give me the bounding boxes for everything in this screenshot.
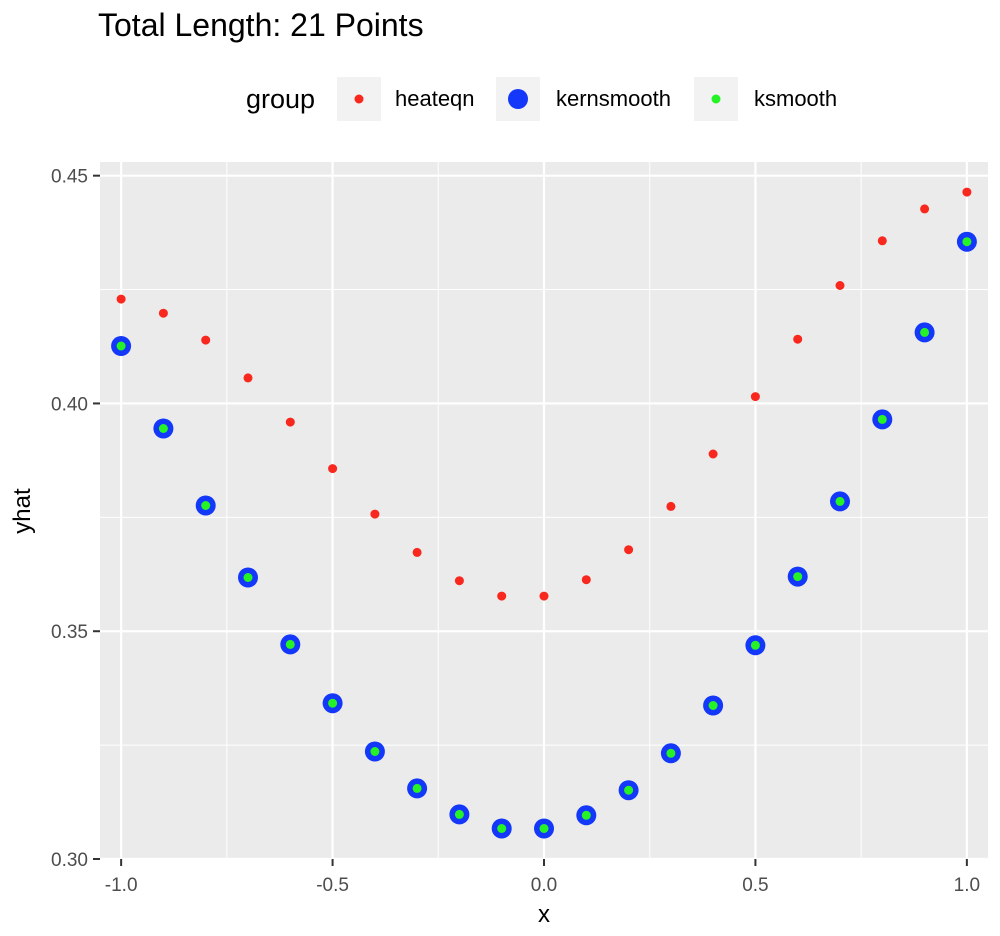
- point-ksmooth-20: [962, 237, 972, 247]
- point-heateqn-1: [158, 308, 168, 318]
- point-heateqn-2: [201, 335, 211, 345]
- series-heateqn: [116, 187, 972, 601]
- point-heateqn-20: [962, 187, 972, 197]
- x-axis-title: x: [538, 901, 550, 928]
- legend: group heateqn kernsmooth ksmooth: [246, 77, 837, 121]
- point-ksmooth-6: [370, 747, 380, 756]
- point-heateqn-3: [243, 373, 253, 383]
- x-tick-label-4: 1.0: [954, 875, 980, 896]
- point-heateqn-0: [116, 294, 126, 304]
- point-ksmooth-0: [116, 341, 126, 351]
- legend-marker-heateqn: [354, 94, 364, 104]
- point-ksmooth-8: [454, 809, 464, 819]
- series-ksmooth: [116, 237, 972, 833]
- y-tick-label-2: 0.40: [51, 394, 88, 415]
- y-axis: 0.30 0.35 0.40 0.45: [51, 167, 100, 871]
- point-heateqn-16: [793, 334, 803, 344]
- point-ksmooth-7: [412, 783, 422, 793]
- point-heateqn-14: [708, 449, 718, 459]
- point-ksmooth-5: [328, 698, 338, 708]
- point-ksmooth-3: [243, 573, 253, 582]
- point-heateqn-18: [877, 236, 887, 246]
- legend-marker-ksmooth: [711, 94, 721, 104]
- point-heateqn-17: [835, 281, 845, 290]
- point-heateqn-7: [412, 547, 422, 557]
- point-heateqn-8: [454, 576, 464, 586]
- point-heateqn-9: [497, 591, 507, 601]
- x-tick-label-2: 0.0: [531, 875, 557, 896]
- point-heateqn-10: [539, 591, 549, 601]
- points: [111, 187, 977, 839]
- point-ksmooth-16: [793, 572, 803, 582]
- point-heateqn-19: [920, 204, 930, 214]
- point-heateqn-15: [750, 392, 760, 402]
- point-heateqn-13: [666, 501, 676, 511]
- point-heateqn-4: [285, 417, 295, 427]
- x-tick-label-0: -1.0: [105, 875, 138, 896]
- point-ksmooth-12: [624, 785, 634, 795]
- x-axis: -1.0 -0.5 0.0 0.5 1.0: [105, 859, 980, 896]
- point-heateqn-12: [624, 545, 634, 555]
- point-ksmooth-9: [497, 824, 507, 833]
- point-ksmooth-11: [581, 810, 591, 820]
- point-ksmooth-4: [285, 639, 295, 649]
- point-ksmooth-14: [708, 701, 718, 710]
- point-ksmooth-10: [539, 824, 549, 833]
- point-ksmooth-15: [750, 640, 760, 650]
- point-ksmooth-1: [158, 424, 168, 433]
- y-tick-label-1: 0.35: [51, 622, 88, 643]
- point-ksmooth-17: [835, 496, 845, 506]
- chart-title: Total Length: 21 Points: [98, 7, 424, 43]
- x-tick-label-1: -0.5: [316, 875, 349, 896]
- point-ksmooth-2: [201, 501, 211, 510]
- y-axis-title: yhat: [9, 488, 36, 534]
- point-heateqn-5: [328, 464, 338, 474]
- legend-label-kernsmooth: kernsmooth: [556, 86, 671, 111]
- point-ksmooth-19: [920, 327, 930, 337]
- legend-label-heateqn: heateqn: [395, 86, 475, 111]
- y-tick-label-0: 0.30: [51, 850, 88, 871]
- x-tick-label-3: 0.5: [742, 875, 768, 896]
- point-ksmooth-13: [666, 748, 676, 758]
- point-heateqn-11: [581, 575, 591, 585]
- point-ksmooth-18: [877, 414, 887, 424]
- legend-marker-kernsmooth: [508, 89, 528, 109]
- legend-title: group: [246, 84, 315, 114]
- legend-label-ksmooth: ksmooth: [754, 86, 837, 111]
- point-heateqn-6: [370, 509, 380, 519]
- y-tick-label-3: 0.45: [51, 167, 88, 188]
